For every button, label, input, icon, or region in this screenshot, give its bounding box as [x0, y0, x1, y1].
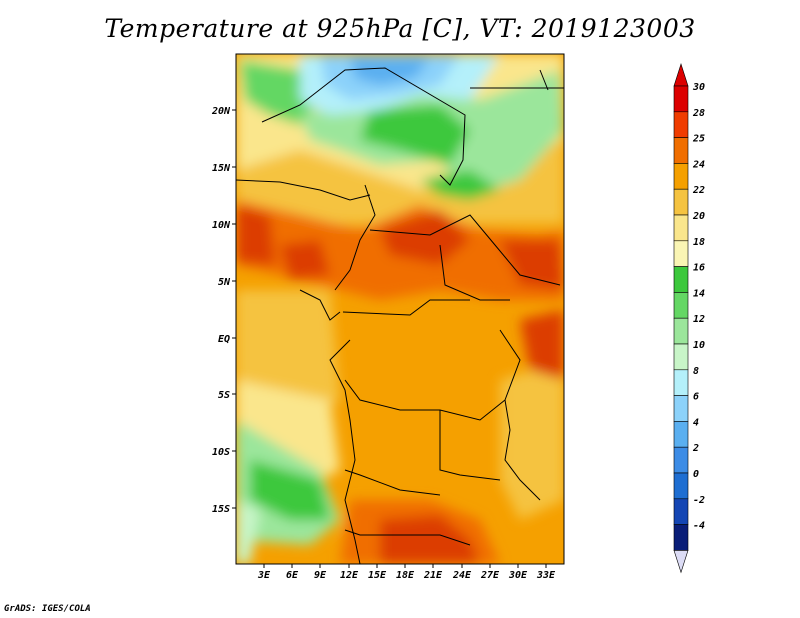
colorbar-swatch [673, 188, 689, 216]
colorbar-swatch [673, 343, 689, 371]
colorbar-label: 18 [693, 237, 705, 248]
colorbar-swatch [673, 85, 689, 113]
lat-label: 5N [218, 277, 231, 288]
colorbar-label: 25 [692, 134, 705, 145]
colorbar-swatch [673, 163, 689, 190]
colorbar-label: 28 [692, 108, 705, 119]
colorbar-label: 10 [693, 340, 705, 351]
colorbar-swatch [673, 317, 689, 345]
lon-label: 9E [314, 570, 327, 581]
lon-label: 3E [257, 570, 271, 581]
colorbar-swatch [673, 240, 689, 267]
border-car-drc [439, 244, 510, 301]
lat-label: 15S [212, 504, 230, 515]
country-borders [236, 67, 564, 564]
colorbar-label: 16 [693, 263, 705, 274]
border-zambia [439, 410, 501, 481]
colorbar-label: 6 [693, 392, 699, 403]
colorbar-swatch [673, 137, 689, 164]
colorbar-label: 2 [692, 443, 699, 454]
border-niger-nigeria [236, 179, 371, 201]
lon-label: 15E [368, 570, 387, 581]
field-green-south [420, 170, 500, 200]
colorbar-label: 14 [693, 288, 705, 299]
lon-label: 27E [480, 570, 500, 581]
lat-label: 10N [212, 220, 231, 231]
temperature-field [236, 54, 564, 564]
lat-label: 5S [218, 390, 230, 401]
field-ocean-green-dark [250, 460, 330, 520]
lon-label: 12E [340, 570, 359, 581]
colorbar-swatch [673, 498, 689, 525]
colorbar-under-arrow [673, 550, 689, 574]
latitude-axis: 20N 15N 10N 5N EQ 5S 10S 15S [211, 106, 236, 515]
lat-label: 10S [212, 447, 230, 458]
lon-label: 33E [536, 570, 556, 581]
colorbar-label: 20 [692, 211, 705, 222]
colorbar-label: 12 [693, 314, 705, 325]
colorbar-swatch [673, 369, 689, 396]
field-south-hot [380, 515, 480, 564]
colorbar-swatch [673, 446, 689, 474]
field-hot-wcoast [280, 240, 330, 280]
colorbar-label: 24 [692, 159, 705, 170]
colorbar-swatch [673, 472, 689, 500]
field-lake-victoria [520, 310, 564, 380]
coastline-gulf [299, 289, 341, 321]
colorbar-swatch [673, 214, 689, 242]
map-title: Temperature at 925hPa [C], VT: 201912300… [104, 14, 696, 43]
border-chad-car-sudan [369, 214, 561, 286]
colorbar-swatch [673, 266, 689, 293]
lon-label: 18E [396, 570, 415, 581]
border-rift [499, 329, 541, 501]
coastline-west [329, 339, 361, 564]
lon-label: 21E [423, 570, 443, 581]
lon-label: 30E [508, 570, 528, 581]
lon-label: 6E [286, 570, 299, 581]
grads-credit: GrADS: IGES/COLA [4, 604, 91, 614]
lon-label: 24E [452, 570, 472, 581]
colorbar-label: 22 [692, 185, 705, 196]
field-hot-east [500, 240, 564, 290]
colorbar-swatch [673, 111, 689, 138]
colorbar-swatch [673, 395, 689, 422]
colorbar-label: 4 [693, 417, 699, 428]
field-hot-central [380, 210, 470, 265]
colorbar-label: 8 [693, 366, 699, 377]
field-green-core [360, 105, 470, 165]
lat-label: 15N [212, 163, 231, 174]
border-angola-south [344, 469, 441, 496]
field-ocean-pale [236, 500, 260, 564]
border-nigeria-cameroon [334, 184, 376, 291]
colorbar-swatch [673, 292, 689, 319]
colorbar-label: -2 [693, 495, 705, 506]
colorbar-label: 30 [692, 82, 705, 93]
field-east-yellow [500, 360, 564, 520]
map-frame [235, 53, 565, 565]
border-namibia-botswana [344, 529, 471, 546]
border-drc-angola [344, 379, 506, 421]
border-congo-car [342, 299, 470, 316]
colorbar-swatch [673, 524, 689, 551]
lat-label: EQ [218, 334, 230, 345]
field-hot-west [236, 205, 275, 265]
coastline-red-sea [539, 69, 549, 91]
colorbar-over-arrow [673, 63, 689, 87]
colorbar-label: -4 [693, 521, 705, 532]
colorbar-swatch [673, 421, 689, 448]
colorbar-label: 0 [693, 469, 699, 480]
lat-label: 20N [211, 106, 231, 117]
longitude-axis: 3E 6E 9E 12E 15E 18E 21E 24E 27E 30E 33E [257, 564, 556, 581]
border-libya-niger [261, 67, 466, 186]
